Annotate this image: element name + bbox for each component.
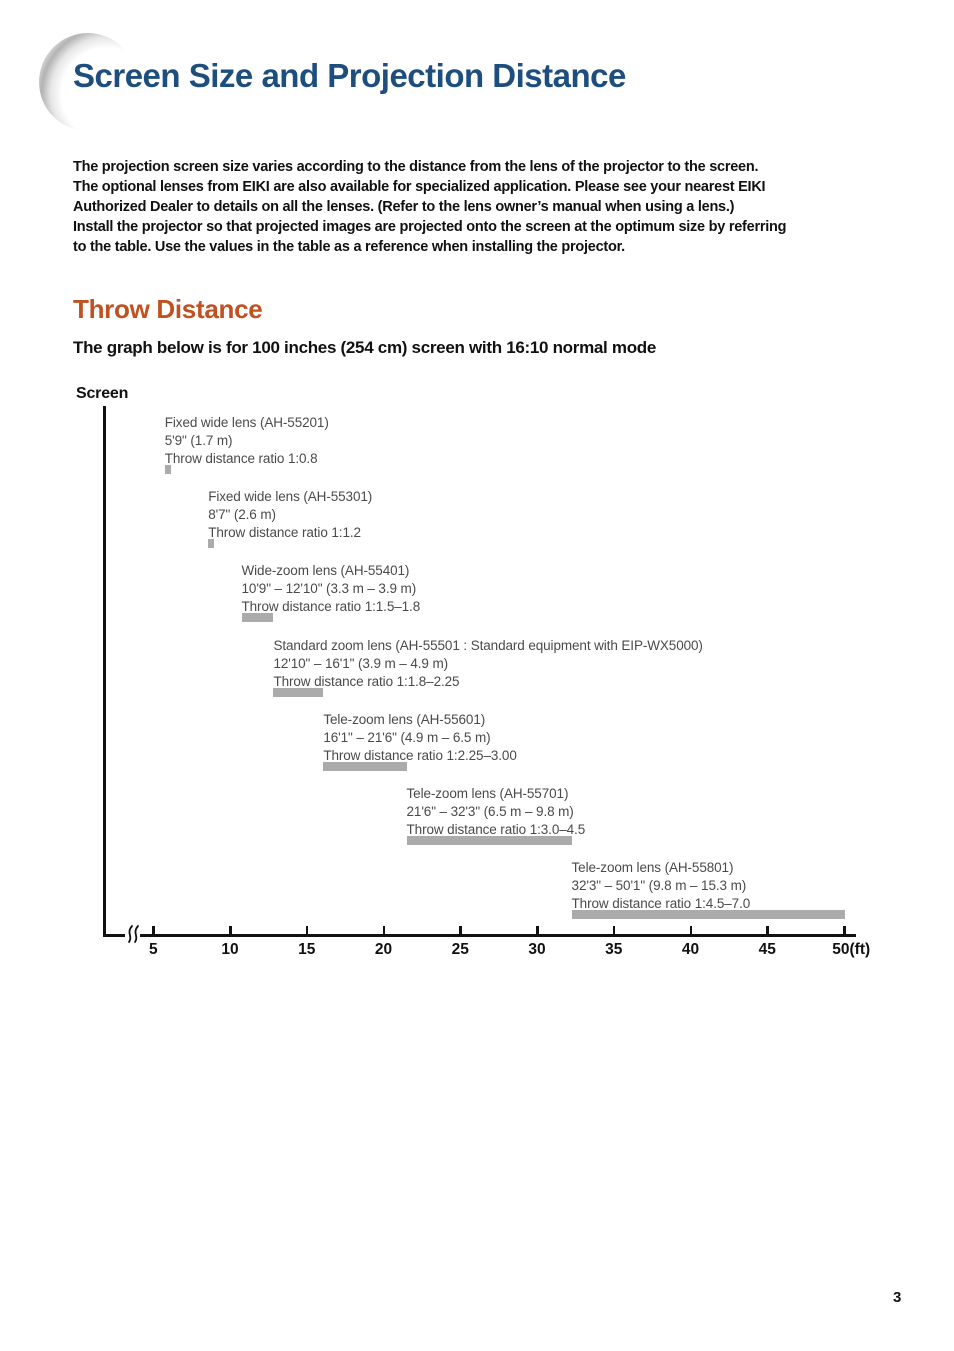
- axis-tick-label: 45: [758, 941, 776, 958]
- axis-tick: [536, 926, 539, 935]
- axis-tick: [229, 926, 232, 935]
- lens-ratio: Throw distance ratio 1:2.25–3.00: [323, 747, 517, 763]
- lens-entry: Fixed wide lens (AH-55301) 8'7" (2.6 m) Th…: [208, 488, 373, 549]
- lens-name: Wide-zoom lens (AH-55401): [241, 563, 410, 579]
- lens-entry: Fixed wide lens (AH-55201) 5'9" (1.7 m) Th…: [164, 414, 329, 474]
- lens-distance: 21'6" – 32'3" (6.5 m – 9.8 m): [406, 804, 574, 819]
- crescent-decoration-icon: [39, 33, 137, 131]
- lens-name: Tele-zoom lens (AH-55801): [571, 860, 734, 876]
- lens-entry: Tele-zoom lens (AH-55701) 21'6" – 32'3" (…: [406, 785, 586, 845]
- distance-axis-line: [103, 934, 856, 937]
- axis-tick-label: 25: [451, 941, 469, 958]
- axis-tick: [843, 926, 846, 935]
- intro-line: Authorized Dealer to details on all the …: [73, 199, 735, 215]
- axis-tick: [689, 926, 692, 935]
- axis-tick: [459, 926, 462, 935]
- intro-paragraph: The projection screen size varies accord…: [73, 157, 903, 257]
- lens-distance: 16'1" – 21'6" (4.9 m – 6.5 m): [323, 729, 491, 745]
- axis-tick-label: 50(ft): [832, 941, 871, 958]
- screen-axis-line: [103, 406, 106, 937]
- throw-range-bar: [164, 465, 171, 474]
- lens-distance: 8'7" (2.6 m): [208, 507, 276, 523]
- throw-range-bar: [208, 539, 215, 549]
- lens-distance: 32'3" – 50'1" (9.8 m – 15.3 m): [571, 878, 747, 894]
- lens-ratio: Throw distance ratio 1:1.2: [208, 525, 361, 541]
- axis-screen-label: Screen: [76, 385, 129, 402]
- lens-distance: 12'10" – 16'1" (3.9 m – 4.9 m): [273, 655, 449, 671]
- throw-range-bar: [323, 761, 407, 771]
- lens-ratio: Throw distance ratio 1:4.5–7.0: [571, 896, 751, 912]
- throw-range-bar: [406, 836, 572, 845]
- axis-tick-label: 40: [681, 941, 700, 958]
- throw-distance-chart: Screen 5 10 15 20 25 30 35 40 45 50(ft) Fixed wid…: [76, 385, 871, 958]
- axis-tick: [766, 926, 769, 935]
- axis-tick: [152, 926, 155, 935]
- axis-tick-label: 10: [221, 941, 239, 958]
- lens-name: Tele-zoom lens (AH-55701): [406, 786, 569, 801]
- axis-tick-label: 35: [605, 941, 623, 958]
- axis-tick-label: 20: [374, 941, 393, 958]
- intro-line: to the table. Use the values in the tabl…: [73, 239, 625, 255]
- intro-line: Install the projector so that projected …: [73, 219, 787, 235]
- section-subtitle: The graph below is for 100 inches (254 c…: [73, 338, 657, 357]
- axis-tick-label: 5: [148, 941, 158, 958]
- intro-line: The optional lenses from EIKI are also a…: [73, 179, 766, 195]
- lens-ratio: Throw distance ratio 1:3.0–4.5: [406, 822, 586, 837]
- throw-range-bar: [273, 687, 324, 697]
- lens-entry: Tele-zoom lens (AH-55601) 16'1" – 21'6" (…: [323, 711, 517, 771]
- lens-distance: 10'9" – 12'10" (3.3 m – 3.9 m): [241, 581, 417, 597]
- axis-tick: [612, 926, 616, 935]
- lens-entry: Wide-zoom lens (AH-55401) 10'9" – 12'10" …: [241, 562, 421, 623]
- lens-distance: 5'9" (1.7 m): [164, 433, 233, 448]
- axis-tick-label: 15: [298, 941, 316, 958]
- section-heading-throw-distance: Throw Distance: [73, 294, 263, 324]
- lens-entry: Tele-zoom lens (AH-55801) 32'3" – 50'1" (…: [571, 859, 846, 920]
- lens-ratio: Throw distance ratio 1:1.8–2.25: [273, 673, 460, 689]
- lens-entry: Standard zoom lens (AH-55501 : Standard …: [273, 637, 703, 697]
- axis-tick: [382, 926, 385, 935]
- lens-name: Standard zoom lens (AH-55501 : Standard …: [273, 637, 703, 653]
- lens-ratio: Throw distance ratio 1:1.5–1.8: [241, 599, 421, 615]
- axis-tick-label: 30: [528, 941, 546, 958]
- intro-line: The projection screen size varies accord…: [73, 159, 759, 175]
- axis-break-icon: [125, 925, 140, 943]
- throw-range-bar: [571, 910, 846, 920]
- lens-name: Tele-zoom lens (AH-55601): [323, 711, 486, 727]
- page-title: Screen Size and Projection Distance: [73, 57, 626, 94]
- lens-ratio: Throw distance ratio 1:0.8: [164, 451, 318, 466]
- page-number: 3: [893, 1289, 902, 1306]
- lens-name: Fixed wide lens (AH-55201): [164, 415, 329, 430]
- axis-tick: [305, 926, 309, 935]
- lens-name: Fixed wide lens (AH-55301): [208, 489, 373, 505]
- throw-range-bar: [241, 613, 274, 623]
